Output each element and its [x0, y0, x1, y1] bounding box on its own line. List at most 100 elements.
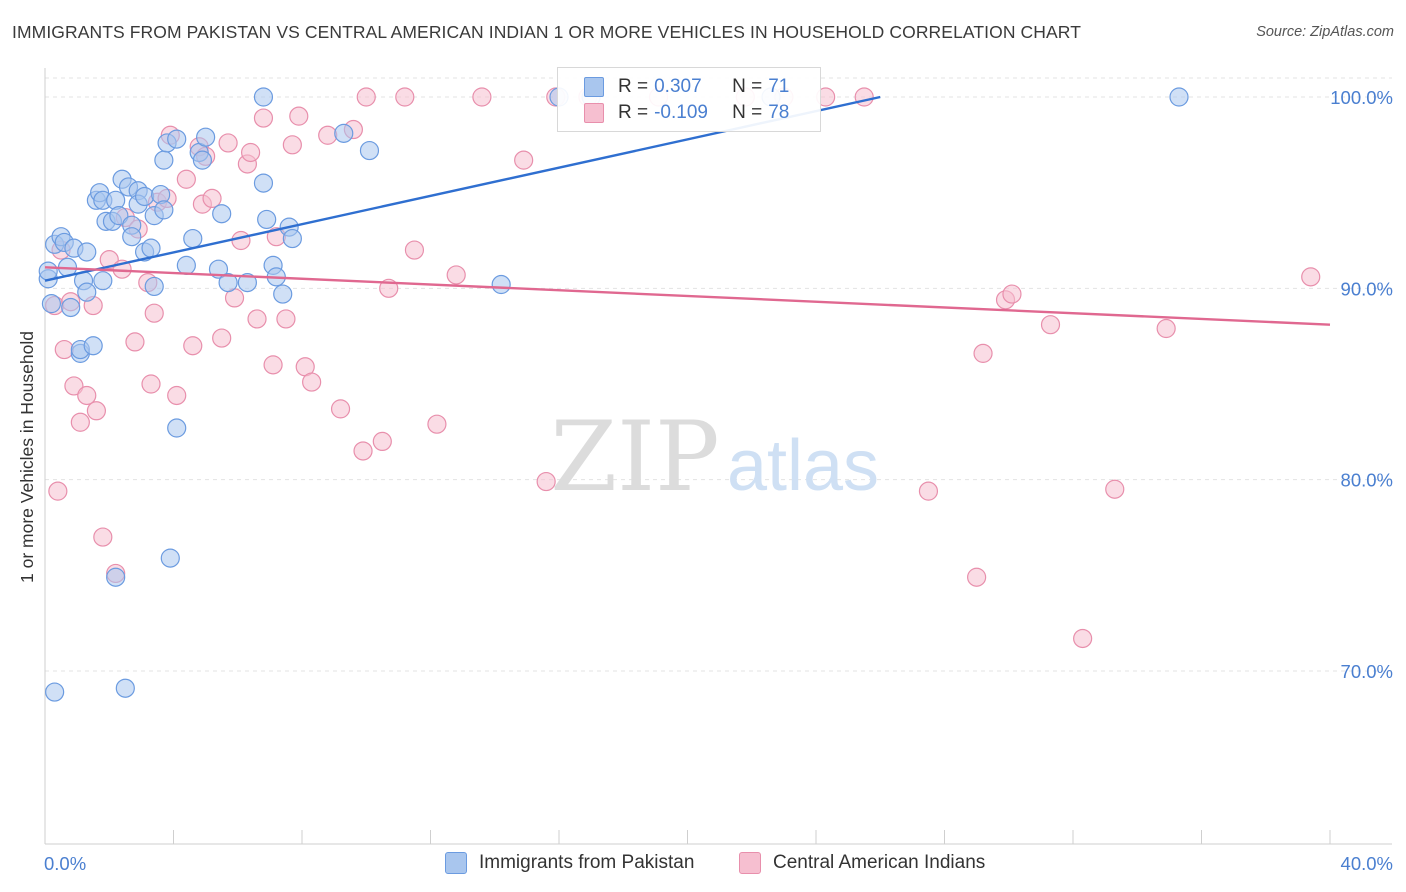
central-american-point: [1073, 628, 1093, 649]
central-american-point: [167, 385, 187, 406]
pakistan-point: [160, 548, 180, 568]
chart-title: IMMIGRANTS FROM PAKISTAN VS CENTRAL AMER…: [12, 22, 1081, 42]
y-tick-label: 90.0%: [1341, 278, 1393, 299]
pakistan-point: [257, 209, 277, 230]
pakistan-point: [167, 129, 187, 149]
pakistan-point: [83, 336, 103, 356]
pakistan-point: [183, 228, 203, 249]
legend-n-label: N =: [732, 76, 763, 97]
central-american-point: [854, 87, 874, 107]
central-american-point: [404, 240, 425, 260]
pakistan-point: [196, 127, 216, 147]
source-label: Source: ZipAtlas.com: [1256, 24, 1394, 40]
pakistan-point: [154, 200, 174, 220]
watermark-atlas: atlas: [727, 426, 879, 506]
legend-row-pakistan: R = 0.307 N = 71: [584, 75, 789, 99]
legend-r-value: 0.307: [654, 76, 702, 97]
central-american-point: [472, 87, 492, 107]
pakistan-point: [106, 567, 126, 587]
pakistan-point: [45, 682, 65, 702]
pakistan-point: [192, 150, 213, 170]
pakistan-point: [253, 173, 274, 193]
central-american-point: [202, 188, 222, 209]
x-tick-label-min: 0.0%: [44, 853, 86, 874]
watermark: ZIP atlas: [550, 401, 879, 513]
central-american-point: [973, 343, 993, 363]
central-american-point: [1105, 479, 1125, 499]
central-american-point: [353, 441, 373, 461]
central-american-point: [967, 567, 987, 587]
y-tick-label: 70.0%: [1341, 661, 1393, 682]
trend-line-central-american: [44, 266, 1331, 326]
y-tick-label: 100.0%: [1330, 87, 1393, 108]
axis-layer: [44, 68, 1392, 845]
correlation-legend: R = 0.307 N = 71 R = -0.109 N = 78: [557, 67, 821, 132]
axis-labels: 70.0% 80.0% 90.0% 100.0% 0.0% 40.0% 1 or more …: [17, 87, 1393, 874]
x-tick-label-max: 40.0%: [1341, 853, 1393, 874]
central-american-point: [241, 142, 261, 163]
pakistan-point: [237, 272, 257, 293]
central-american-point: [1156, 318, 1176, 339]
pakistan-point: [61, 297, 81, 318]
central-american-point: [356, 87, 376, 107]
series-immigrants-from-pakistan: [38, 87, 1189, 702]
bottom-legend-central-american[interactable]: Central American Indians: [739, 852, 985, 874]
central-american-point: [427, 414, 447, 434]
central-american-point: [141, 374, 161, 394]
pakistan-point: [122, 227, 142, 247]
central-american-point: [1040, 315, 1061, 335]
central-american-point: [918, 481, 939, 501]
legend-r-label: R =: [618, 102, 649, 123]
pakistan-point: [141, 238, 161, 258]
legend-row-central-american: R = -0.109 N = 78: [584, 101, 789, 125]
central-american-point: [330, 399, 351, 419]
pakistan-point: [144, 276, 164, 297]
central-american-point: [263, 355, 283, 375]
central-american-point: [183, 336, 203, 356]
pakistan-point: [154, 150, 174, 170]
pakistan-point: [1169, 87, 1189, 107]
pakistan-point: [273, 284, 293, 304]
central-american-point: [514, 150, 534, 170]
legend-label-pakistan: Immigrants from Pakistan: [479, 852, 695, 873]
central-american-point: [54, 339, 74, 360]
central-american-point: [318, 125, 338, 145]
series-central-american-indians: [45, 87, 1321, 649]
pakistan-point: [359, 140, 380, 161]
pakistan-point: [93, 271, 113, 291]
pakistan-point: [176, 255, 196, 275]
legend-label-central-american: Central American Indians: [773, 852, 986, 873]
central-american-point: [125, 332, 145, 352]
pakistan-point: [41, 294, 62, 314]
central-american-point: [77, 385, 97, 406]
pakistan-point: [212, 204, 232, 224]
legend-n-value: 71: [768, 76, 790, 97]
pakistan-point: [491, 274, 511, 295]
legend-n-value: 78: [768, 102, 790, 123]
central-american-point: [218, 133, 238, 153]
legend-swatch-blue: [584, 77, 604, 97]
central-american-point: [446, 265, 466, 285]
pakistan-point: [253, 87, 274, 107]
central-american-point: [276, 309, 296, 329]
central-american-point: [231, 230, 251, 251]
legend-swatch-pink: [584, 103, 604, 123]
legend-r-value: -0.109: [654, 102, 708, 123]
central-american-point: [289, 106, 309, 126]
pakistan-point: [282, 228, 302, 249]
pakistan-point: [218, 272, 238, 293]
central-american-point: [282, 135, 302, 155]
central-american-point: [99, 250, 119, 270]
pakistan-point: [334, 123, 354, 143]
central-american-point: [93, 527, 113, 547]
central-american-point: [247, 309, 267, 329]
central-american-point: [86, 401, 107, 421]
pakistan-point: [167, 418, 187, 438]
central-american-point: [1002, 284, 1022, 304]
bottom-legend-pakistan[interactable]: Immigrants from Pakistan: [445, 852, 694, 874]
central-american-point: [253, 108, 274, 128]
central-american-point: [64, 376, 84, 396]
pakistan-point: [134, 186, 155, 207]
central-american-point: [395, 87, 415, 107]
